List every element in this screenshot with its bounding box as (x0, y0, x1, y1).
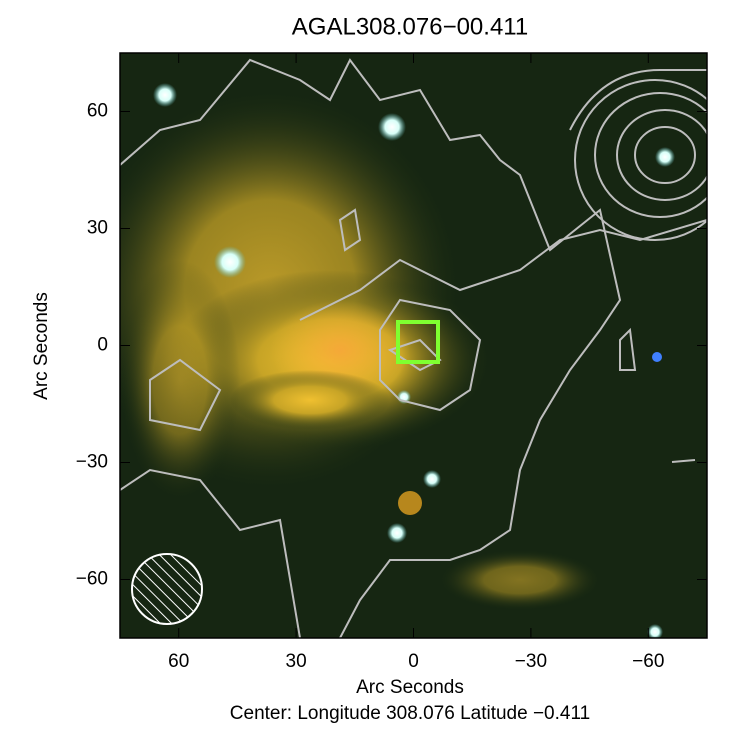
y-tick-label: −30 (76, 452, 108, 473)
x-tick-label: 60 (168, 651, 189, 672)
image (120, 53, 707, 638)
x-tick-label: 30 (286, 651, 307, 672)
footer: Center: Longitude 308.076 Latitude −0.41… (230, 703, 590, 724)
y-axis-label: Arc Seconds (31, 292, 52, 400)
x-tick-label: 0 (408, 651, 419, 672)
x-tick-label: −30 (515, 651, 547, 672)
chart-title: AGAL308.076−00.411 (292, 13, 528, 40)
x-tick-label: −60 (632, 651, 664, 672)
x-axis-label: Arc Seconds (356, 677, 464, 698)
y-tick-label: −60 (76, 569, 108, 590)
y-tick-label: 0 (97, 335, 108, 356)
y-tick-label: 30 (87, 218, 108, 239)
y-tick-label: 60 (87, 101, 108, 122)
